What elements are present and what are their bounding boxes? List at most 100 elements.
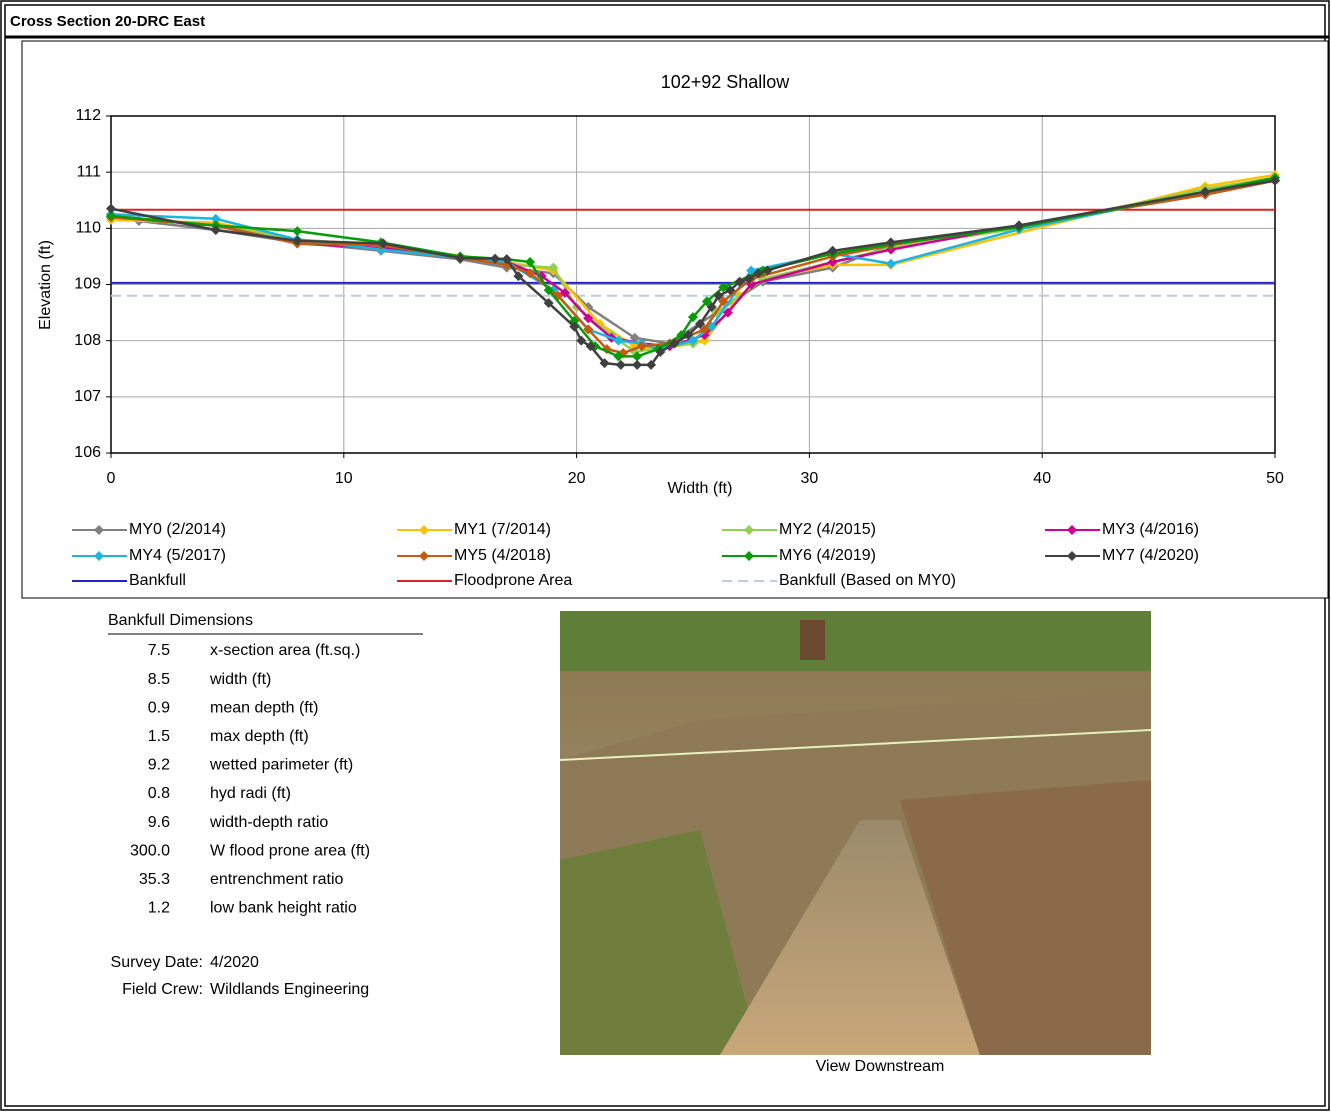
point [743,273,754,284]
point [1270,175,1280,186]
survey-label: Survey Date: [111,954,203,971]
photo-caption: View Downstream [816,1058,945,1075]
point [292,226,303,237]
point [655,346,666,357]
legend-label: MY1 (7/2014) [454,521,551,538]
point [718,296,729,307]
point [762,265,773,276]
point [599,358,610,369]
dimension-label: width-depth ratio [209,814,328,831]
y-tick-label: 112 [75,107,101,124]
legend-marker [419,551,429,561]
legend-label: MY4 (5/2017) [129,547,226,564]
point [106,210,116,221]
point [683,330,694,341]
point [1013,220,1024,231]
dimension-value: 1.5 [148,728,170,745]
y-tick-label: 109 [74,276,101,293]
point [632,359,643,370]
point [1200,186,1211,197]
point [694,318,705,329]
page-title: Cross Section 20-DRC East [10,13,205,30]
series-line [110,179,1276,355]
dimension-label: entrenchment ratio [210,871,344,888]
point [613,351,624,362]
legend-marker [94,525,104,535]
dimension-value: 9.6 [148,814,170,831]
chart-frame [21,40,1329,599]
point [543,285,554,296]
point [688,312,698,323]
legend-marker [744,525,754,535]
x-tick-label: 50 [1266,470,1284,487]
dimension-label: width (ft) [209,671,271,688]
legend: MY0 (2/2014) MY1 (7/2014) MY2 (4/2015) MY3 … [72,521,1199,589]
dimension-value: 8.5 [148,671,170,688]
y-tick-label: 108 [74,332,101,349]
legend-label: MY2 (4/2015) [779,521,876,538]
plot-frame [110,115,1276,454]
dimension-value: 0.9 [148,699,170,716]
x-tick-label: 30 [801,470,819,487]
legend-label: Bankfull (Based on MY0) [779,572,956,589]
point [490,253,501,264]
dimension-label: mean depth (ft) [210,699,319,716]
legend-label: MY3 (4/2016) [1102,521,1199,538]
legend-marker [94,551,104,561]
point [885,258,896,269]
photo [559,611,1152,1055]
chart-title: 102+92 Shallow [661,72,791,92]
survey-label: Field Crew: [122,981,203,998]
y-tick-label: 106 [74,444,101,461]
y-tick-label: 111 [77,163,101,180]
point [210,213,221,224]
point [753,268,764,279]
legend-label: MY6 (4/2019) [779,547,876,564]
point [543,298,554,309]
point [827,257,838,268]
point [585,341,596,352]
y-axis-label: Elevation (ft) [37,240,54,330]
dimension-value: 9.2 [148,757,170,774]
dimension-value: 7.5 [148,642,170,659]
point [525,257,536,268]
dimension-value: 1.2 [148,900,170,917]
point [713,290,724,301]
point [455,253,466,264]
x-tick-label: 20 [568,470,586,487]
survey-value: Wildlands Engineering [210,981,369,998]
point [725,285,736,296]
legend-label: MY0 (2/2014) [129,521,226,538]
point [701,296,712,307]
point [615,359,626,370]
legend-label: MY7 (4/2020) [1102,547,1199,564]
survey-value: 4/2020 [210,954,259,971]
legend-label: MY5 (4/2018) [454,547,551,564]
point [827,245,838,256]
point [501,254,512,265]
point [613,335,624,346]
dimension-value: 300.0 [130,842,170,859]
dimension-value: 35.3 [139,871,170,888]
point [525,268,536,279]
table: 7.5 x-section area (ft.sq.) 8.5 width (ft) 0… [130,642,370,916]
point [576,335,587,346]
plot: 0 10 20 30 40 50 106 107 108 109 110 111 112 [74,107,1284,487]
legend-marker [744,551,754,561]
legend-marker [1067,551,1077,561]
y-tick-label: 110 [75,220,101,237]
dimension-label: W flood prone area (ft) [210,842,370,859]
point [583,313,594,324]
point [629,332,640,343]
x-axis-label: Width (ft) [668,480,733,497]
point [632,351,643,362]
x-tick-label: 10 [335,470,353,487]
table-title: Bankfull Dimensions [108,612,253,629]
y-tick-label: 107 [74,388,101,405]
legend-label: Bankfull [129,572,186,589]
dimension-label: low bank height ratio [210,900,357,917]
point [734,276,745,287]
